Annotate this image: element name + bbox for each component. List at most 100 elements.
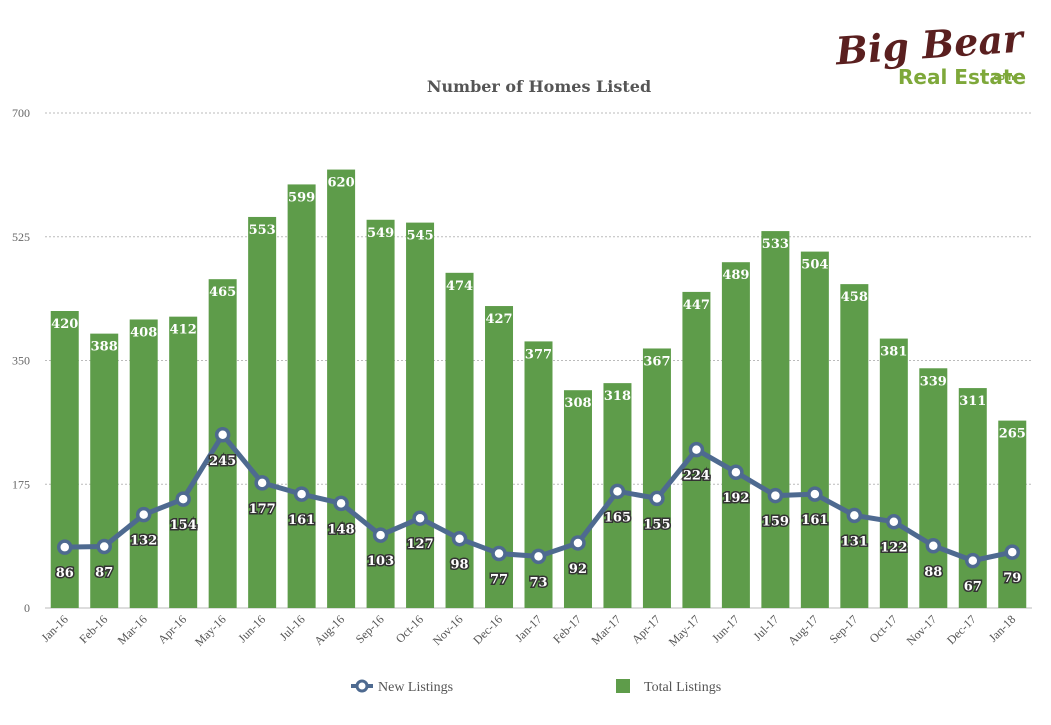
line-point [965,552,981,569]
bar [90,333,119,608]
line-value-label: 159 [762,515,789,530]
line-value-label: 192 [722,491,749,506]
legend-item-new-listings[interactable]: New Listings [351,679,453,695]
x-tick-label: Oct-16 [393,612,426,645]
svg-text:.com: .com [990,73,1014,83]
x-tick-label: Mar-16 [115,612,150,647]
x-tick-label: Apr-16 [155,612,189,646]
line-value-label: 131 [841,534,868,549]
line-point [530,548,547,565]
x-tick-label: Aug-16 [311,612,347,648]
bar-value-label: 549 [367,226,394,241]
line-point [570,535,586,551]
line-value-label: 122 [880,541,907,556]
line-point [214,427,231,443]
bar-value-label: 620 [328,176,355,191]
bar-value-label: 412 [170,323,197,338]
line-value-label: 155 [643,517,670,532]
bar-value-label: 308 [564,396,591,411]
line-point [649,490,665,507]
bar [445,272,474,608]
bar-value-label: 377 [525,347,552,362]
bar [406,222,435,608]
line-value-label: 86 [56,566,74,581]
line-data-labels: 86 87 132 154 245 177 161 148 103 127 98 77 73 92 165 1… [54,452,1023,596]
bar [327,169,356,609]
svg-text:Real Estate: Real Estate [898,65,1026,89]
y-tick-label: 175 [12,477,30,491]
legend-item-total-listings[interactable]: Total Listings [616,679,721,695]
bar-value-label: 427 [485,312,512,327]
x-tick-label: Jul-16 [277,612,308,643]
chart-title: Number of Homes Listed [427,77,651,96]
y-tick-label: 350 [12,354,30,368]
y-tick-label: 700 [12,106,30,120]
x-tick-label: Jul-17 [750,612,781,643]
x-tick-label: Oct-17 [866,612,899,645]
line-point [886,513,902,530]
line-value-label: 148 [328,522,355,537]
bar [919,368,948,608]
line-value-label: 88 [924,565,942,580]
x-tick-label: Dec-16 [470,612,505,647]
bar-value-label: 339 [920,374,947,389]
bar-value-label: 533 [762,237,789,252]
bar-value-label: 447 [683,298,710,313]
bar-value-label: 388 [91,340,118,355]
bar [761,231,790,609]
bar-value-label: 311 [959,394,986,409]
line-value-label: 245 [209,454,236,469]
legend-swatch-bar [616,679,630,693]
line-point [293,486,310,502]
x-tick-label: May-17 [666,612,703,649]
bar [50,311,79,608]
line-value-label: 127 [406,537,433,552]
line-point [728,464,744,480]
bar [800,251,829,608]
bar-value-label: 265 [999,427,1026,442]
line-value-label: 92 [569,562,587,577]
line-point [767,487,784,504]
line-point [451,530,468,547]
line-point [372,527,389,543]
bar [524,341,553,608]
line-value-label: 87 [95,565,113,580]
line-value-label: 154 [170,518,197,533]
line-point [491,545,507,562]
line-value-label: 224 [683,469,710,484]
line-point [609,483,626,500]
bar [998,420,1027,608]
x-tick-label: Nov-16 [430,612,466,648]
bar [287,184,316,608]
legend-label-total-listings: Total Listings [644,680,721,695]
line-point [96,538,112,555]
bar [248,216,277,608]
line-point [1004,544,1021,560]
bar-data-labels: 420 388 408 412 465 553 599 620 549 545 474 427 377 3… [51,176,1026,442]
legend-label-new-listings: New Listings [378,680,453,695]
bar [721,262,750,608]
line-point [333,495,349,512]
legend: New Listings Total Listings [351,679,721,695]
line-point [135,506,152,523]
line-value-label: 67 [964,580,982,595]
line-value-label: 165 [604,510,631,525]
x-tick-label: Jan-16 [38,612,71,645]
bar-value-label: 458 [841,290,868,305]
bar-value-label: 381 [880,345,907,360]
x-tick-label: Mar-17 [588,612,623,647]
line-point [254,475,270,491]
x-tick-label: Sep-16 [353,612,387,646]
line-value-label: 98 [450,558,468,573]
x-tick-label: Jun-17 [709,612,742,645]
y-tick-label: 525 [12,230,30,244]
line-point [846,507,863,524]
bar-value-label: 367 [643,354,670,369]
bar-series-total-listings [50,169,1027,609]
bar-value-label: 504 [801,258,828,273]
company-logo: Big Bear Real Estate .com [833,15,1027,89]
line-point [412,510,428,526]
bar [879,338,908,608]
line-value-label: 77 [490,573,508,588]
